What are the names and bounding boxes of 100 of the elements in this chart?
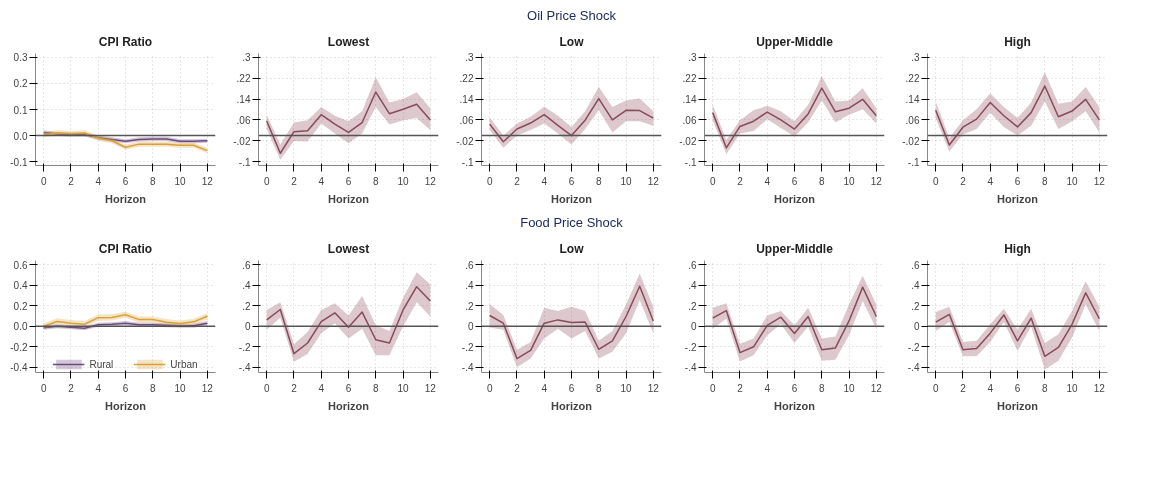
y-tick-label: -.1 bbox=[684, 156, 697, 168]
x-axis-title: Horizon bbox=[551, 192, 593, 205]
x-tick-label: 10 bbox=[1066, 175, 1079, 187]
y-tick-label: .4 bbox=[465, 280, 474, 292]
y-tick-label: 0.6 bbox=[13, 259, 28, 271]
x-axis-title: Horizon bbox=[328, 192, 370, 205]
y-tick-label: -.02 bbox=[456, 135, 474, 147]
y-tick-label: -.4 bbox=[684, 362, 697, 374]
y-tick-label: .06 bbox=[236, 114, 251, 126]
x-tick-label: 10 bbox=[843, 175, 856, 187]
y-tick-label: .14 bbox=[905, 94, 920, 106]
x-tick-label: 10 bbox=[397, 175, 410, 187]
x-tick-label: 12 bbox=[424, 382, 437, 394]
x-tick-label: 6 bbox=[345, 175, 352, 187]
x-tick-label: 0 bbox=[263, 382, 270, 394]
x-axis-title: Horizon bbox=[551, 399, 593, 412]
x-tick-label: 12 bbox=[1093, 382, 1106, 394]
y-tick-label: .3 bbox=[465, 52, 474, 64]
x-tick-label: 2 bbox=[291, 382, 298, 394]
x-tick-label: 12 bbox=[424, 175, 437, 187]
x-tick-label: 2 bbox=[68, 175, 75, 187]
x-tick-label: 0 bbox=[709, 175, 716, 187]
x-tick-label: 8 bbox=[372, 175, 379, 187]
y-tick-label: .3 bbox=[911, 52, 920, 64]
y-tick-label: .06 bbox=[682, 114, 697, 126]
x-tick-label: 12 bbox=[201, 175, 214, 187]
x-axis-title: Horizon bbox=[774, 399, 816, 412]
x-tick-label: 2 bbox=[737, 175, 744, 187]
chart-title: Lowest bbox=[327, 241, 370, 256]
x-tick-label: 2 bbox=[514, 382, 521, 394]
y-tick-label: .14 bbox=[236, 94, 251, 106]
x-tick-label: 4 bbox=[318, 175, 325, 187]
y-tick-label: .2 bbox=[465, 300, 474, 312]
x-tick-label: 4 bbox=[541, 382, 548, 394]
chart-title: CPI Ratio bbox=[98, 34, 153, 49]
x-tick-label: 6 bbox=[791, 382, 798, 394]
x-tick-label: 8 bbox=[818, 382, 825, 394]
x-tick-label: 0 bbox=[486, 175, 493, 187]
y-tick-label: 0 bbox=[690, 321, 697, 333]
x-tick-label: 2 bbox=[514, 175, 521, 187]
x-tick-label: 4 bbox=[318, 382, 325, 394]
x-tick-label: 4 bbox=[987, 382, 994, 394]
line-series bbox=[934, 85, 1101, 146]
y-tick-label: -.4 bbox=[907, 362, 920, 374]
x-tick-label: 4 bbox=[764, 175, 771, 187]
y-tick-label: .6 bbox=[465, 259, 474, 271]
x-tick-label: 8 bbox=[1041, 382, 1048, 394]
x-tick-label: 0 bbox=[709, 382, 716, 394]
line-series bbox=[265, 91, 432, 155]
y-tick-label: .06 bbox=[459, 114, 474, 126]
line-series bbox=[711, 286, 878, 354]
x-tick-label: 0 bbox=[40, 382, 47, 394]
y-tick-label: -.02 bbox=[679, 135, 697, 147]
y-tick-label: -.02 bbox=[902, 135, 920, 147]
y-tick-label: 0 bbox=[913, 321, 920, 333]
y-tick-label: .14 bbox=[459, 94, 474, 106]
chart-title: Upper-Middle bbox=[756, 241, 834, 256]
x-tick-label: 6 bbox=[1014, 175, 1021, 187]
x-tick-label: 4 bbox=[95, 382, 102, 394]
x-axis-title: Horizon bbox=[774, 192, 816, 205]
chart-title: Low bbox=[559, 241, 585, 256]
y-tick-label: .3 bbox=[242, 52, 251, 64]
chart-subtitle: Food Price Shock bbox=[520, 214, 624, 230]
y-tick-label: -0.2 bbox=[10, 341, 28, 353]
y-tick-label: 0.4 bbox=[13, 280, 28, 292]
x-tick-label: 12 bbox=[870, 382, 883, 394]
y-tick-label: -0.4 bbox=[10, 362, 28, 374]
x-tick-label: 2 bbox=[737, 382, 744, 394]
chart-subtitle: Oil Price Shock bbox=[527, 7, 617, 23]
chart-title: High bbox=[1004, 241, 1031, 256]
y-tick-label: .2 bbox=[911, 300, 920, 312]
x-tick-label: 12 bbox=[647, 175, 660, 187]
x-tick-label: 8 bbox=[372, 382, 379, 394]
x-tick-label: 6 bbox=[122, 382, 129, 394]
y-tick-label: -0.1 bbox=[10, 156, 28, 168]
x-tick-label: 10 bbox=[1066, 382, 1079, 394]
y-tick-label: .3 bbox=[688, 52, 697, 64]
x-tick-label: 0 bbox=[486, 382, 493, 394]
x-tick-label: 12 bbox=[647, 382, 660, 394]
y-tick-label: .22 bbox=[905, 73, 920, 85]
x-axis-title: Horizon bbox=[328, 399, 370, 412]
x-tick-label: 10 bbox=[174, 175, 187, 187]
x-tick-label: 12 bbox=[1093, 175, 1106, 187]
chart-title: Lowest bbox=[327, 34, 370, 49]
x-tick-label: 2 bbox=[291, 175, 298, 187]
y-tick-label: 0 bbox=[467, 321, 474, 333]
x-tick-label: 4 bbox=[541, 175, 548, 187]
x-tick-label: 6 bbox=[122, 175, 129, 187]
x-axis-title: Horizon bbox=[997, 192, 1039, 205]
y-tick-label: 0.0 bbox=[13, 130, 28, 142]
x-tick-label: 0 bbox=[932, 175, 939, 187]
y-tick-label: -.1 bbox=[907, 156, 920, 168]
y-tick-label: 0.2 bbox=[13, 300, 28, 312]
y-tick-label: 0.2 bbox=[13, 78, 28, 90]
y-tick-label: .22 bbox=[236, 73, 251, 85]
legend-label: Urban bbox=[170, 358, 198, 370]
x-tick-label: 8 bbox=[818, 175, 825, 187]
x-tick-label: 4 bbox=[987, 175, 994, 187]
x-tick-label: 2 bbox=[68, 382, 75, 394]
y-tick-label: -.2 bbox=[907, 341, 920, 353]
